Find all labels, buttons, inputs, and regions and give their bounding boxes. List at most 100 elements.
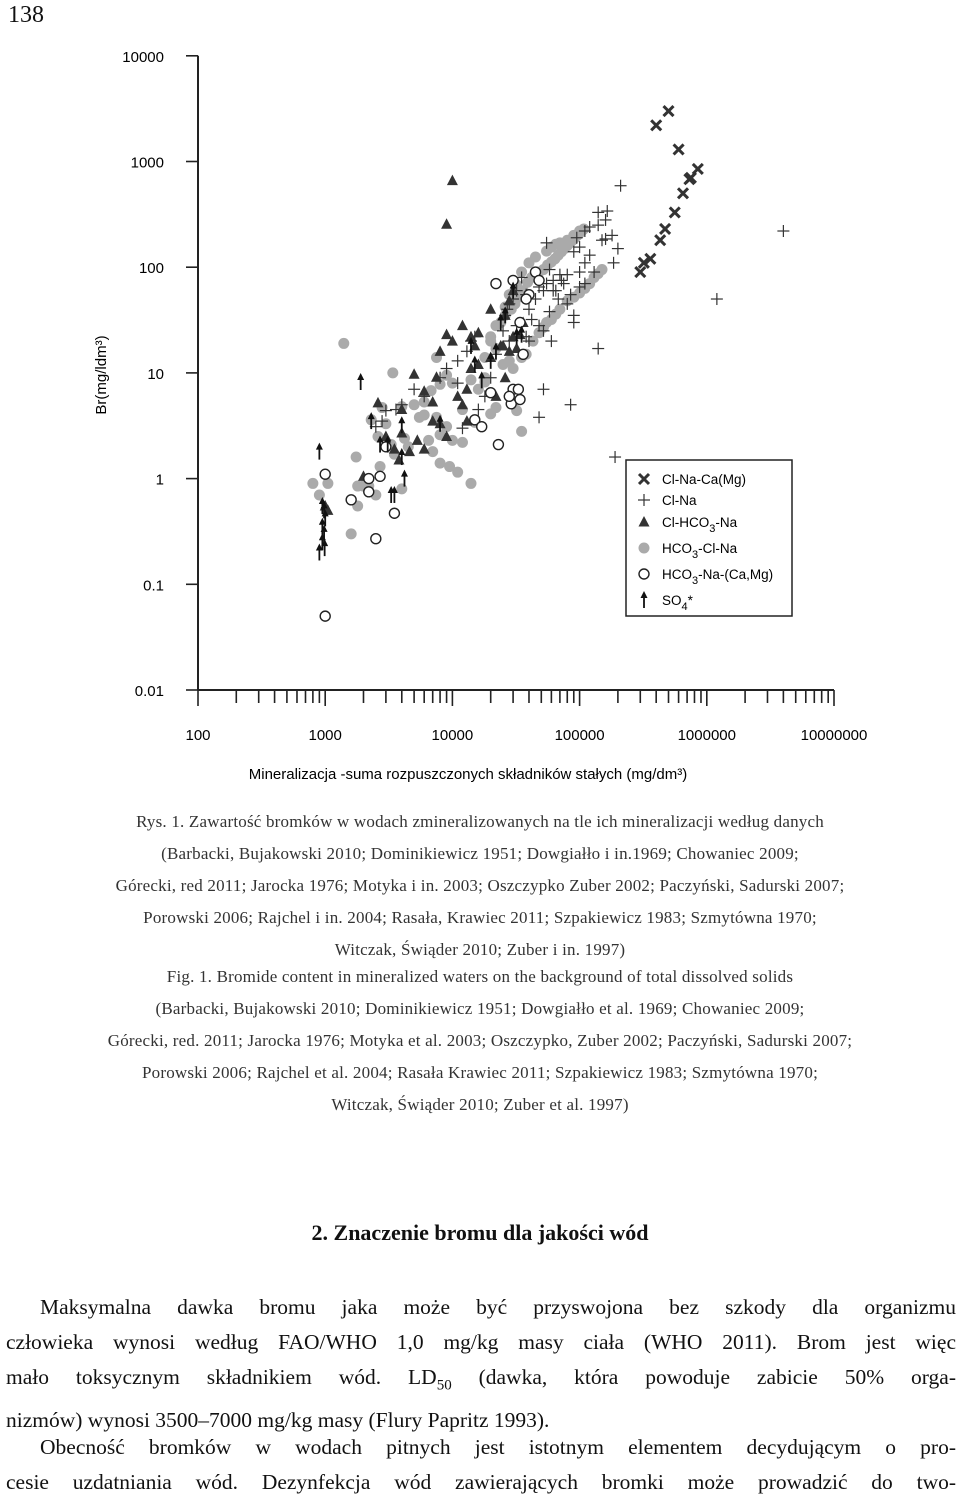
circle-open-marker xyxy=(374,470,386,483)
x-marker xyxy=(668,206,681,219)
+-marker xyxy=(557,277,570,290)
triangle-marker xyxy=(465,330,477,342)
marker-stroke xyxy=(654,234,667,247)
circle-open-marker xyxy=(319,468,331,480)
triangle-marker xyxy=(418,443,430,454)
circle-filled-marker xyxy=(441,421,453,433)
+-marker xyxy=(611,242,624,255)
marker-shape xyxy=(398,448,406,456)
triangle-marker xyxy=(446,174,458,186)
legend-text: Cl-Na-Ca(Mg) xyxy=(662,472,746,487)
+-marker xyxy=(537,383,550,396)
marker-shape xyxy=(465,362,477,374)
y-tick-label: 10 xyxy=(147,366,164,383)
circle-filled-marker xyxy=(456,436,468,448)
+-marker xyxy=(564,398,577,411)
circle-filled-marker xyxy=(413,411,425,423)
marker-shape xyxy=(444,461,456,473)
x-marker xyxy=(691,162,704,176)
marker-shape xyxy=(533,274,545,287)
triangle-marker xyxy=(441,430,453,442)
triangle-marker xyxy=(434,345,446,356)
marker-stroke xyxy=(672,143,685,156)
arrow-marker xyxy=(518,325,526,343)
+-marker xyxy=(595,234,608,247)
paragraph-1: Maksymalna dawka bromu jaka może być prz… xyxy=(6,1290,956,1438)
marker-shape xyxy=(485,335,497,347)
marker-shape xyxy=(315,442,323,450)
circle-filled-marker xyxy=(350,451,362,463)
circle-filled-marker xyxy=(434,429,446,441)
arrow-marker xyxy=(478,371,486,389)
marker-shape xyxy=(503,345,515,356)
marker-shape xyxy=(578,223,590,235)
marker-shape xyxy=(370,533,382,545)
circle-open-marker xyxy=(512,383,525,395)
triangle-marker xyxy=(499,371,511,383)
marker-shape xyxy=(387,367,399,379)
x-marker xyxy=(662,105,675,118)
caption-line: (Barbacki, Bujakowski 2010; Dominikiewic… xyxy=(155,999,805,1018)
marker-shape xyxy=(490,277,502,290)
arrow-marker xyxy=(513,327,521,345)
triangle-marker xyxy=(427,396,439,407)
legend-label: HCO3-Cl-Na xyxy=(662,541,738,561)
marker-shape xyxy=(418,443,430,454)
marker-shape xyxy=(441,430,453,442)
marker-shape xyxy=(363,472,375,485)
arrow-marker xyxy=(509,281,517,299)
arrow-marker xyxy=(436,414,444,432)
paragraph-line: mało toksycznym składnikiem wód. LD50 (d… xyxy=(6,1360,956,1403)
x-marker xyxy=(676,187,690,200)
marker-shape xyxy=(321,509,329,517)
legend-text: Cl-Na xyxy=(662,493,697,508)
marker-shape xyxy=(456,319,468,331)
circle-filled-marker xyxy=(596,264,608,276)
marker-shape xyxy=(400,469,408,477)
circle-filled-marker xyxy=(423,434,435,446)
section-heading: 2. Znaczenie bromu dla jakości wód xyxy=(311,1220,649,1245)
y-tick-label: 100 xyxy=(139,260,164,277)
x-tick-label: 1000 xyxy=(309,727,342,744)
circle-filled-marker xyxy=(516,425,528,437)
circle-filled-marker xyxy=(396,483,408,495)
+-marker xyxy=(592,219,605,232)
legend-text: -Na xyxy=(715,515,737,530)
marker-shape xyxy=(408,399,420,411)
page-number: 138 xyxy=(8,2,44,28)
+-marker xyxy=(537,324,550,337)
marker-shape xyxy=(465,330,477,342)
marker-shape xyxy=(503,294,515,306)
x-marker xyxy=(654,234,667,247)
legend-label: HCO3-Na-(Ca,Mg) xyxy=(662,567,773,587)
circle-open-marker xyxy=(363,472,375,485)
triangle-marker xyxy=(388,443,400,454)
marker-shape xyxy=(396,483,408,495)
+-marker xyxy=(522,335,535,348)
y-tick-label: 0.01 xyxy=(135,683,164,700)
marker-shape xyxy=(452,466,464,478)
marker-shape xyxy=(434,345,446,356)
triangle-marker xyxy=(497,339,509,351)
legend-entry: HCO3-Na-(Ca,Mg) xyxy=(638,567,773,587)
triangle-marker xyxy=(456,398,468,410)
circle-open-marker xyxy=(380,441,392,453)
tick-labels: 0.01 0.1 1 10 100 1000 10000 100 1000 10000 100000… xyxy=(122,49,867,744)
circle-filled-marker xyxy=(578,223,590,235)
marker-shape xyxy=(452,390,464,401)
marker-shape xyxy=(512,383,525,395)
marker-shape xyxy=(427,415,439,426)
circle-filled-marker xyxy=(638,542,650,554)
arrow-marker xyxy=(321,539,329,557)
+-marker xyxy=(583,221,596,234)
text-span: (dawka, która powoduje zabicie 50% orga- xyxy=(451,1365,957,1389)
caption-line: Porowski 2006; Rajchel et al. 2004; Rasa… xyxy=(142,1063,818,1082)
legend-label: SO4* xyxy=(662,593,694,613)
text-span: mało toksycznym składnikiem wód. LD xyxy=(6,1365,437,1389)
+-marker xyxy=(451,377,464,390)
chart-axes xyxy=(186,54,835,706)
+-marker xyxy=(578,277,591,290)
marker-shape xyxy=(520,293,532,305)
triangle-marker xyxy=(418,385,430,396)
marker-shape xyxy=(484,386,497,399)
